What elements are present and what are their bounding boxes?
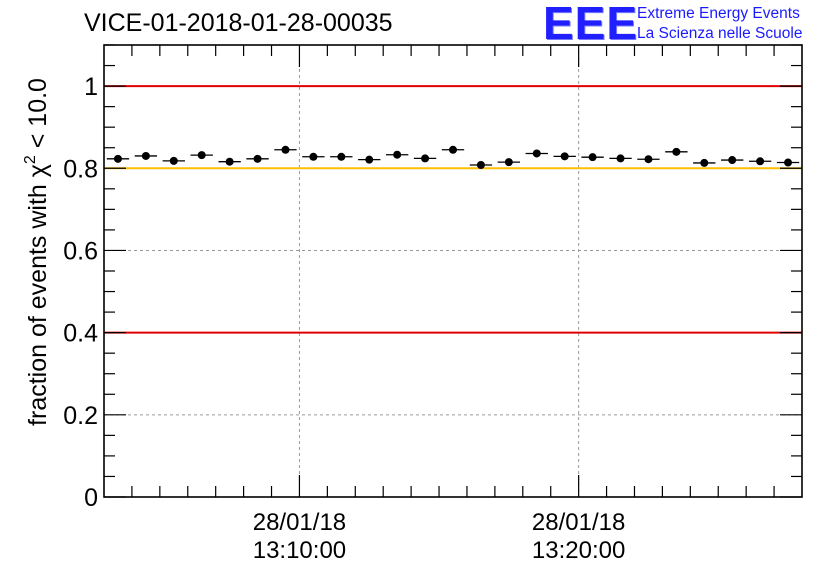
- y-tick-label: 0.8: [63, 155, 98, 183]
- logo-line2: La Scienza nelle Scuole: [637, 25, 803, 42]
- data-point: [532, 149, 541, 158]
- data-point: [504, 158, 513, 167]
- data-point: [588, 153, 597, 162]
- y-tick-label: 1: [84, 73, 98, 101]
- data-point: [476, 160, 485, 169]
- data-point: [644, 155, 653, 164]
- data-point: [337, 152, 346, 161]
- reference-lines: [104, 85, 802, 334]
- data-points: [106, 145, 800, 169]
- data-point: [784, 158, 793, 167]
- y-tick-label: 0: [84, 484, 98, 512]
- logo-mark: EEE: [543, 0, 639, 49]
- data-point: [421, 154, 430, 163]
- y-axis-label: fraction of events with χ2 < 10.0: [22, 78, 52, 426]
- data-point: [700, 158, 709, 167]
- data-point: [197, 151, 206, 160]
- data-point: [728, 156, 737, 165]
- data-point: [672, 147, 681, 156]
- data-point: [253, 154, 262, 163]
- data-point: [141, 151, 150, 160]
- chart-title: VICE-01-2018-01-28-00035: [84, 9, 393, 37]
- grid-layer: [104, 45, 802, 497]
- eee-logo: EEE Extreme Energy Events La Scienza nel…: [543, 0, 833, 49]
- data-point: [309, 152, 318, 161]
- data-point: [281, 145, 290, 154]
- data-point: [449, 145, 457, 154]
- data-point: [560, 152, 569, 161]
- y-tick-label: 0.6: [63, 237, 98, 265]
- x-tick-label-date: 28/01/18: [253, 509, 346, 536]
- y-tick-label: 0.2: [63, 402, 98, 430]
- data-point: [393, 150, 402, 159]
- data-point: [113, 154, 122, 163]
- data-point: [616, 154, 625, 163]
- plot-frame: [103, 44, 803, 498]
- x-tick-label-time: 13:10:00: [253, 537, 346, 564]
- x-tick-label-time: 13:20:00: [532, 537, 625, 564]
- data-point: [756, 157, 765, 166]
- y-tick-label: 0.4: [63, 320, 98, 348]
- logo-line1: Extreme Energy Events: [637, 5, 800, 22]
- data-point: [225, 157, 234, 166]
- x-tick-label-date: 28/01/18: [532, 509, 625, 536]
- tick-labels: 00.20.40.60.8128/01/1813:10:0028/01/1813…: [63, 73, 625, 564]
- data-point: [169, 156, 178, 165]
- axis-ticks: [104, 44, 802, 498]
- data-point: [365, 155, 374, 164]
- plot-border: [103, 44, 803, 498]
